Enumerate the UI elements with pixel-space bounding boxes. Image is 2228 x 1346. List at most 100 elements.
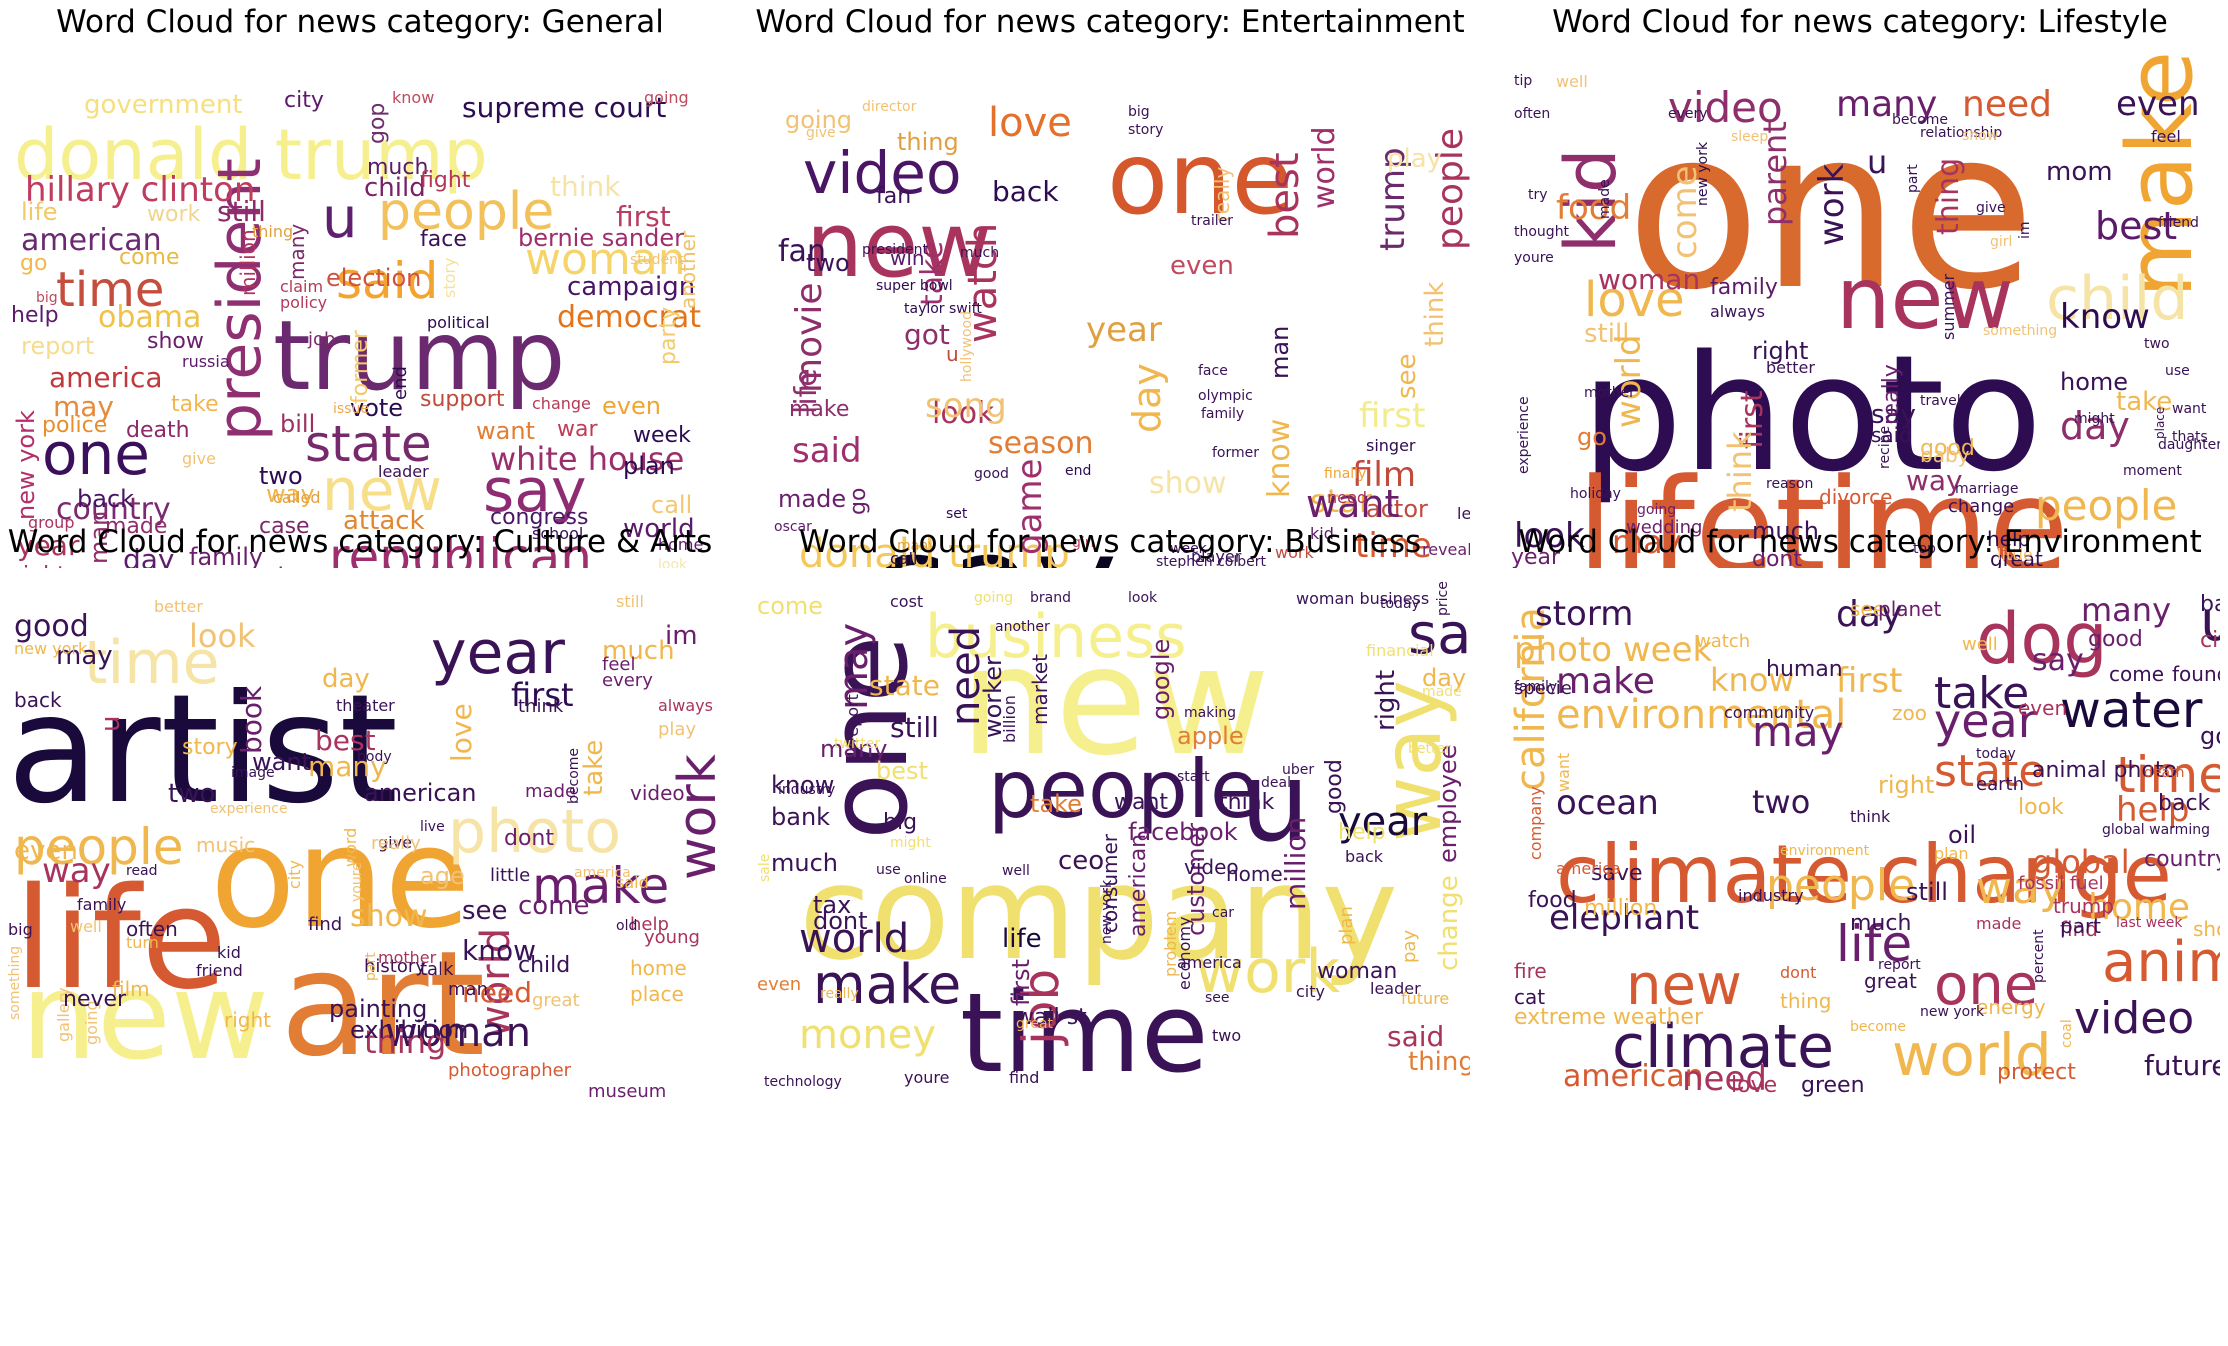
cloud-word: love	[445, 703, 478, 762]
cloud-word: one	[1934, 953, 2039, 1018]
cloud-word: billion	[1000, 695, 1019, 743]
cloud-word: good	[1322, 759, 1347, 814]
cloud-word: best	[876, 757, 928, 785]
cloud-word: bill	[280, 410, 316, 438]
cloud-word: best	[315, 724, 376, 757]
cloud-word: think	[1721, 431, 1759, 512]
cloud-word: call	[651, 491, 693, 519]
cloud-word: tip	[1514, 73, 1533, 89]
panel-title: Word Cloud for news category: Culture & …	[7, 524, 713, 560]
cloud-word: use	[2165, 363, 2190, 379]
cloud-word: friend	[196, 961, 243, 980]
cloud-word: president	[862, 242, 928, 258]
cloud-word: two	[259, 462, 303, 490]
cloud-word: well	[70, 917, 102, 936]
cloud-word: two	[1752, 783, 1811, 821]
cloud-word: dont	[504, 826, 554, 851]
cloud-word: year	[1511, 545, 1561, 570]
cloud-word: little	[1997, 545, 2033, 564]
cloud-word: super bowl	[876, 278, 953, 294]
cloud-word: let	[1457, 504, 1470, 523]
cloud-word: good	[2088, 627, 2143, 652]
cloud-word: player	[1191, 547, 1242, 566]
cloud-word: find	[2060, 917, 2098, 941]
cloud-word: back	[2158, 791, 2211, 816]
cloud-word: use	[876, 862, 901, 878]
cloud-word: think	[550, 170, 621, 203]
cloud-word: donald trump	[799, 531, 1070, 577]
cloud-word: want	[1306, 482, 1400, 526]
cloud-word: want	[252, 748, 311, 776]
cloud-word: problem	[1161, 910, 1180, 977]
cloud-word: former	[1212, 445, 1260, 461]
word-cloud-panel: Word Cloud for news category: Lifestyle o…	[1500, 0, 2220, 620]
cloud-word: price	[1435, 581, 1451, 616]
cloud-word: live	[420, 819, 445, 835]
cloud-word: time	[2116, 746, 2220, 804]
cloud-word: want	[1554, 752, 1573, 792]
cloud-word: thought	[1514, 224, 1570, 240]
cloud-word: future	[2144, 1049, 2220, 1082]
cloud-word: climate change	[1556, 828, 2172, 921]
cloud-word: reason	[1766, 476, 1814, 492]
cloud-word: photo	[1581, 320, 2043, 507]
cloud-word: american	[21, 223, 162, 258]
cloud-word: day	[2060, 404, 2130, 448]
cloud-word: energy	[1976, 995, 2046, 1019]
cloud-word: new	[806, 193, 993, 298]
cloud-word: much	[602, 636, 675, 666]
cloud-word: image	[231, 765, 275, 781]
cloud-word: city	[285, 860, 304, 889]
cloud-word: feel	[2151, 127, 2181, 146]
cloud-word: pay	[1399, 929, 1420, 963]
cloud-word: student	[630, 252, 684, 268]
cloud-word: star	[1310, 482, 1372, 520]
cloud-word: great	[1990, 547, 2043, 571]
cloud-word: even	[757, 974, 802, 995]
cloud-word: made	[1597, 179, 1613, 219]
cloud-word: artist	[7, 663, 399, 837]
cloud-word: new york	[12, 410, 40, 520]
cloud-word: year	[1086, 310, 1162, 350]
cloud-word: new york	[1695, 141, 1711, 206]
cloud-word: go	[20, 251, 48, 276]
cloud-word: daughter	[2158, 437, 2220, 453]
cloud-word: way	[266, 480, 315, 508]
cloud-word: photographer	[448, 1060, 572, 1081]
cloud-word: museum	[588, 1081, 667, 1102]
cloud-word: fire	[1514, 959, 1547, 983]
cloud-word: give	[182, 449, 216, 468]
cloud-word: earth	[1976, 774, 2024, 795]
cloud-word: im	[2017, 221, 2033, 239]
cloud-word: come	[518, 891, 590, 921]
cloud-word: back	[992, 175, 1059, 208]
cloud-word: top	[1913, 541, 1936, 557]
cloud-word: thing	[897, 128, 959, 156]
cloud-word: set	[946, 506, 968, 522]
cloud-word: really	[1879, 364, 1904, 425]
cloud-word: watch	[1696, 631, 1751, 652]
cloud-word: attack	[343, 506, 425, 536]
cloud-word: new york	[1099, 879, 1115, 944]
cloud-word: even	[602, 392, 661, 420]
cloud-word: way	[1906, 464, 1963, 497]
cloud-word: help	[11, 303, 59, 328]
cloud-word: war	[557, 417, 598, 442]
cloud-word: woman	[1598, 263, 1701, 296]
cloud-word: show	[147, 329, 204, 354]
cloud-word: party	[656, 306, 681, 365]
cloud-word: american	[1126, 833, 1151, 937]
cloud-word: save	[1591, 861, 1643, 886]
cloud-word: girl	[1072, 535, 1095, 551]
cloud-word: said	[616, 873, 649, 892]
cloud-word: face	[420, 227, 467, 252]
cloud-word: state	[869, 669, 940, 702]
cloud-word: become	[1892, 112, 1949, 128]
cloud-word: never	[63, 987, 127, 1012]
cloud-word: one	[210, 797, 471, 960]
cloud-word: video	[630, 781, 685, 805]
cloud-word: cat	[1514, 985, 1546, 1009]
cloud-word: industry	[1738, 886, 1804, 905]
cloud-word: film	[112, 977, 150, 1001]
cloud-word: money	[799, 1012, 937, 1058]
